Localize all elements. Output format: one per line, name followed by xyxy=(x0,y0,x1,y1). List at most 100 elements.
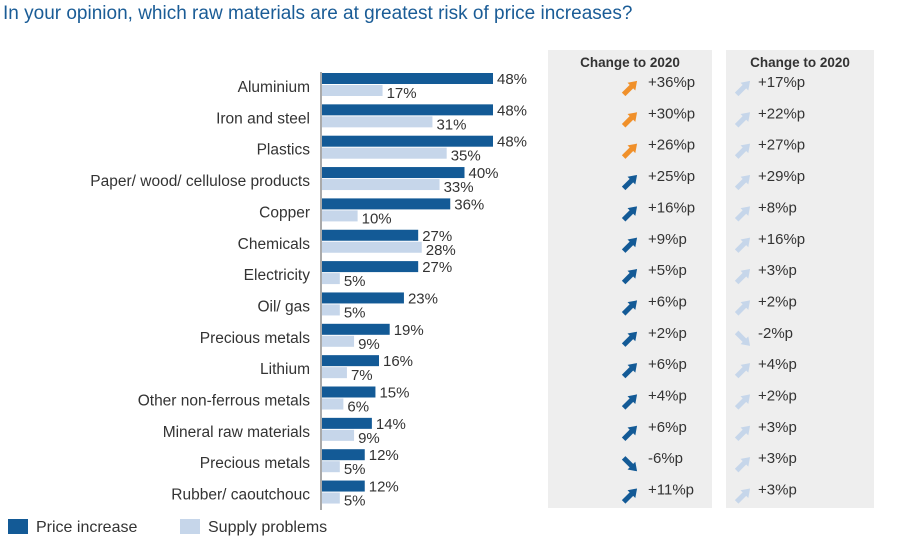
trend-arrow-icon xyxy=(734,269,751,285)
price-change-header: Change to 2020 xyxy=(580,55,680,70)
legend-supply-problems: Supply problems xyxy=(180,519,327,537)
trend-arrow-icon xyxy=(621,237,638,253)
data-label-price-increase: 27% xyxy=(422,228,452,245)
price-change-value: +30%p xyxy=(648,105,695,122)
trend-arrow-icon xyxy=(734,206,751,222)
trend-arrow-icon xyxy=(621,269,638,285)
data-label-price-increase: 48% xyxy=(497,102,527,119)
bar-supply-problems xyxy=(322,85,383,96)
trend-arrow-icon xyxy=(734,394,751,410)
trend-arrow-icon xyxy=(621,300,638,316)
supply-change-value: +3%p xyxy=(758,419,797,436)
price-change-value: +25%p xyxy=(648,168,695,185)
supply-change-value: +22%p xyxy=(758,105,805,122)
category-label: Paper/ wood/ cellulose products xyxy=(90,173,310,190)
data-label-supply-problems: 5% xyxy=(344,273,366,290)
price-change-value: +6%p xyxy=(648,293,687,310)
supply-change-value: +3%p xyxy=(758,482,797,499)
bar-price-increase xyxy=(322,198,451,210)
supply-change-value: -2%p xyxy=(758,325,793,342)
bar-price-increase xyxy=(322,73,493,84)
changes-layer: +36%p +17%p +30%p +22%p +26%p +27%p +25%p +29%p… xyxy=(621,74,805,504)
category-label: Chemicals xyxy=(238,236,311,253)
price-change-value: +26%p xyxy=(648,137,695,154)
price-change-value: +36%p xyxy=(648,74,695,91)
data-label-price-increase: 14% xyxy=(376,416,406,433)
data-label-price-increase: 36% xyxy=(454,196,484,213)
category-label: Other non-ferrous metals xyxy=(138,393,311,410)
category-label: Plastics xyxy=(257,142,311,159)
bar-price-increase xyxy=(322,104,493,116)
trend-arrow-icon xyxy=(621,456,638,472)
supply-change-header: Change to 2020 xyxy=(750,55,850,70)
trend-arrow-icon xyxy=(621,112,638,128)
trend-arrow-icon xyxy=(734,425,751,441)
data-label-supply-problems: 5% xyxy=(344,493,366,510)
data-label-price-increase: 15% xyxy=(379,385,409,402)
supply-change-value: +8%p xyxy=(758,199,797,216)
trend-arrow-icon xyxy=(734,80,751,97)
bar-price-increase xyxy=(322,292,404,304)
bar-price-increase xyxy=(322,417,372,429)
legend-swatch-supply xyxy=(180,519,200,534)
data-label-price-increase: 48% xyxy=(497,134,527,151)
data-label-supply-problems: 31% xyxy=(436,116,466,133)
category-label: Electricity xyxy=(244,267,311,284)
bar-price-increase xyxy=(322,229,419,241)
trend-arrow-icon xyxy=(621,394,638,410)
data-label-supply-problems: 17% xyxy=(387,85,417,102)
price-change-value: -6%p xyxy=(648,450,683,467)
data-label-price-increase: 16% xyxy=(383,353,413,370)
price-change-value: +11%p xyxy=(648,482,694,499)
trend-arrow-icon xyxy=(621,363,638,379)
trend-arrow-icon xyxy=(734,300,751,316)
supply-change-value: +4%p xyxy=(758,356,797,373)
supply-change-value: +2%p xyxy=(758,388,797,405)
data-label-price-increase: 12% xyxy=(369,479,399,496)
bar-supply-problems xyxy=(322,273,340,285)
bar-supply-problems xyxy=(322,335,355,347)
data-label-price-increase: 23% xyxy=(408,290,438,307)
bar-supply-problems xyxy=(322,367,347,379)
price-change-value: +6%p xyxy=(648,419,687,436)
bar-supply-problems xyxy=(322,147,447,159)
trend-arrow-icon xyxy=(734,457,751,473)
price-change-value: +16%p xyxy=(648,199,695,216)
bar-supply-problems xyxy=(322,116,433,128)
supply-change-value: +3%p xyxy=(758,262,797,279)
trend-arrow-icon xyxy=(621,206,638,222)
supply-change-value: +2%p xyxy=(758,293,797,310)
legend-price-increase: Price increase xyxy=(8,519,137,537)
bar-price-increase xyxy=(322,323,390,335)
bar-price-increase xyxy=(322,449,365,461)
trend-arrow-icon xyxy=(734,363,751,379)
trend-arrow-icon xyxy=(621,143,638,159)
data-label-price-increase: 19% xyxy=(394,322,424,339)
data-label-supply-problems: 33% xyxy=(444,179,474,196)
data-label-supply-problems: 5% xyxy=(344,304,366,321)
bars-layer xyxy=(322,73,493,504)
bar-price-increase xyxy=(322,167,465,179)
data-label-supply-problems: 35% xyxy=(451,148,481,165)
category-label: Lithium xyxy=(260,361,310,378)
trend-arrow-icon xyxy=(734,112,751,128)
bar-supply-problems xyxy=(322,461,340,473)
category-label: Precious metals xyxy=(200,455,311,472)
supply-change-value: +29%p xyxy=(758,168,805,185)
category-label: Copper xyxy=(259,204,310,221)
trend-arrow-icon xyxy=(734,143,751,159)
chart-title: In your opinion, which raw materials are… xyxy=(3,3,633,24)
trend-arrow-icon xyxy=(734,330,751,346)
data-label-price-increase: 48% xyxy=(497,71,527,88)
category-label: Rubber/ caoutchouc xyxy=(171,487,310,504)
data-label-supply-problems: 5% xyxy=(344,461,366,478)
trend-arrow-icon xyxy=(621,80,638,97)
price-change-value: +6%p xyxy=(648,356,687,373)
labels-layer: Aluminium 48% 17% Iron and steel 48% 31% Plast… xyxy=(90,71,527,510)
category-label: Aluminium xyxy=(238,79,310,96)
data-label-supply-problems: 7% xyxy=(351,367,373,384)
data-label-supply-problems: 9% xyxy=(358,430,380,447)
bar-price-increase xyxy=(322,355,379,367)
trend-arrow-icon xyxy=(734,174,751,191)
bar-supply-problems xyxy=(322,398,344,410)
